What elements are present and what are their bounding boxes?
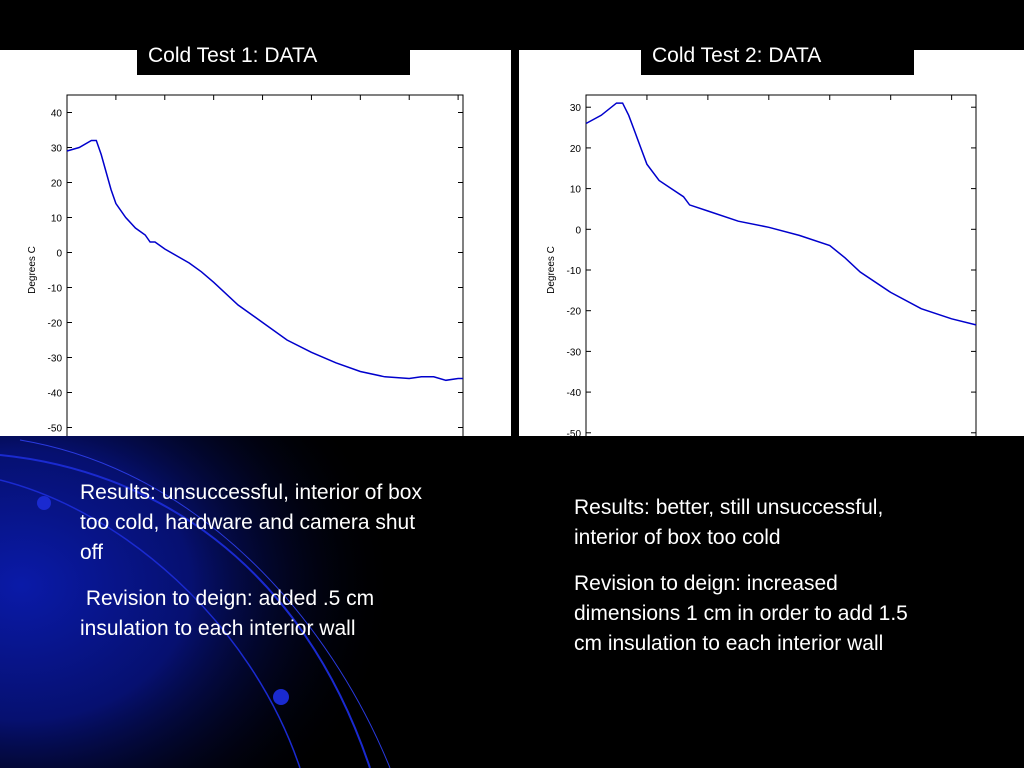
y-tick-label: -20	[48, 319, 63, 330]
y-tick-label: -30	[48, 354, 63, 365]
chart-panel-cold-test-1: 20406080100120140160403020100-10-20-30-4…	[0, 50, 511, 436]
y-tick-label: -50	[567, 429, 582, 436]
results-block-test-1: Results: unsuccessful, interior of box t…	[80, 478, 430, 660]
y-tick-label: -10	[567, 266, 582, 277]
y-tick-label: 20	[51, 179, 63, 190]
y-tick-label: -30	[567, 347, 582, 358]
temperature-series-line	[585, 102, 977, 326]
decorative-dot	[273, 689, 289, 705]
y-tick-label: -40	[48, 389, 63, 400]
chart-panel-cold-test-2: 204060801001203020100-10-20-30-40-50Minu…	[519, 50, 1024, 436]
y-tick-label: 30	[570, 103, 582, 114]
y-tick-label: 10	[51, 214, 63, 225]
y-tick-label: 10	[570, 185, 582, 196]
chart-title-cold-test-1: Cold Test 1: DATA	[137, 42, 410, 75]
temperature-series-line	[66, 139, 463, 382]
chart-cold-test-1: 20406080100120140160403020100-10-20-30-4…	[27, 94, 464, 436]
y-tick-label: -10	[48, 284, 63, 295]
y-tick-label: 0	[56, 249, 62, 260]
y-tick-label: -50	[48, 424, 63, 435]
revision-text-test-1: Revision to deign: added .5 cm insulatio…	[80, 587, 375, 640]
results-block-test-2: Results: better, still unsuccessful, int…	[574, 493, 914, 675]
decorative-curve	[0, 479, 301, 768]
decorative-curve	[19, 439, 391, 768]
y-tick-label: -20	[567, 307, 582, 318]
y-tick-label: -40	[567, 388, 582, 399]
decorative-curve	[0, 454, 371, 768]
y-tick-label: 30	[51, 144, 63, 155]
y-axis-label: Degrees C	[27, 246, 38, 294]
chart-title-cold-test-2: Cold Test 2: DATA	[641, 42, 914, 75]
results-text-test-1: Results: unsuccessful, interior of box t…	[80, 481, 422, 564]
decorative-dot	[37, 496, 51, 510]
y-tick-label: 40	[51, 109, 63, 120]
y-tick-label: 20	[570, 144, 582, 155]
y-axis-label: Degrees C	[546, 246, 557, 294]
y-tick-label: 0	[575, 225, 581, 236]
plot-frame	[585, 94, 977, 436]
chart-cold-test-2: 204060801001203020100-10-20-30-40-50Minu…	[546, 94, 977, 436]
results-text-test-2: Results: better, still unsuccessful, int…	[574, 496, 884, 549]
revision-text-test-2: Revision to deign: increased dimensions …	[574, 572, 908, 655]
plot-frame	[66, 94, 464, 436]
